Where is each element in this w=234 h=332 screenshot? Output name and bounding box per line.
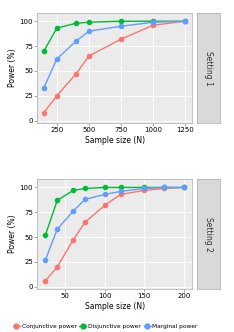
Y-axis label: Power (%): Power (%) — [8, 215, 17, 253]
Legend: Conjunctive power, Disjunctive power, Marginal power: Conjunctive power, Disjunctive power, Ma… — [13, 324, 198, 329]
X-axis label: Sample size (N): Sample size (N) — [85, 302, 145, 311]
X-axis label: Sample size (N): Sample size (N) — [85, 136, 145, 145]
Y-axis label: Power (%): Power (%) — [8, 49, 17, 87]
